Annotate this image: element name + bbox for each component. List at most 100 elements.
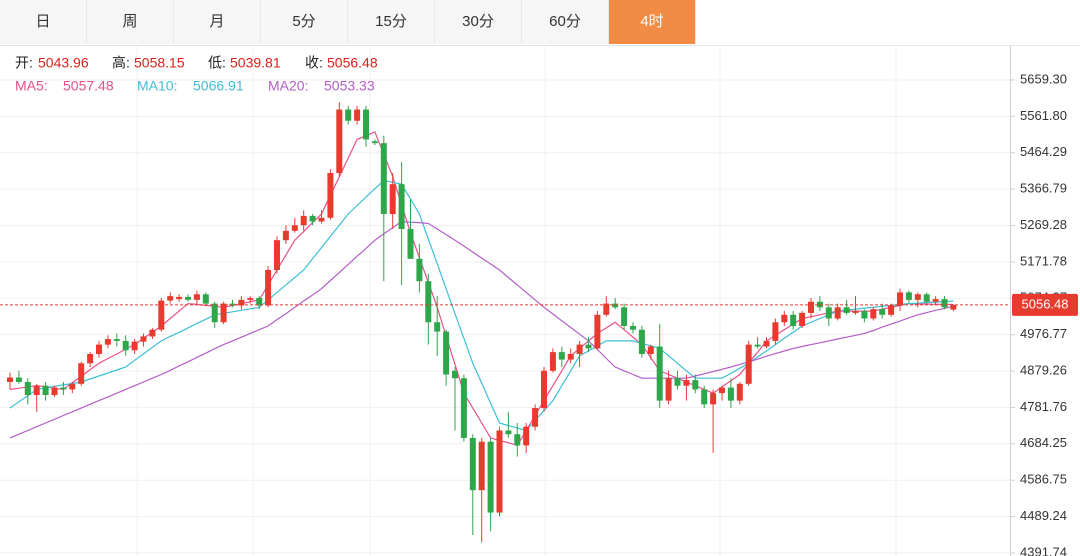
candle-body <box>363 109 369 140</box>
candle-body <box>950 304 957 310</box>
ohlc-value: 5058.15 <box>134 55 185 71</box>
candle-body <box>460 378 467 438</box>
candle-body <box>674 378 681 386</box>
candle-body <box>51 387 58 396</box>
candle-body <box>336 109 343 173</box>
candle-body <box>549 352 556 371</box>
candle-body <box>185 296 191 300</box>
candle-body <box>327 172 334 218</box>
candle-body <box>905 292 912 300</box>
candle-body <box>78 363 85 384</box>
candle-body <box>416 258 423 282</box>
candle-body <box>843 307 850 313</box>
ma-lines <box>9 131 954 447</box>
candle-body <box>202 294 209 304</box>
candle-body <box>612 303 619 308</box>
y-tick-label: 5366.79 <box>1020 181 1067 196</box>
period-tab[interactable]: 5分 <box>261 0 348 44</box>
price-label-box <box>1012 293 1078 316</box>
y-tick-label: 4684.25 <box>1020 435 1067 450</box>
candle-body <box>932 299 939 302</box>
candle-body <box>247 297 254 300</box>
candle-body <box>24 381 31 396</box>
ma-line <box>9 179 954 432</box>
candle-body <box>265 270 272 306</box>
period-tabs: 日周月 5分 15分 30分 60分 4时 <box>0 0 1080 46</box>
candle-body <box>523 426 530 446</box>
y-tick-label: 5561.80 <box>1020 108 1067 123</box>
candle-body <box>514 434 521 446</box>
candle-body <box>478 441 485 491</box>
y-tick-label: 4781.76 <box>1020 399 1067 414</box>
candle-body <box>434 322 441 332</box>
candle-body <box>888 305 895 315</box>
candle-body <box>354 109 361 121</box>
candle-body <box>505 430 512 435</box>
ohlc-name: 开: <box>15 55 33 71</box>
legend-name: MA10: <box>137 78 177 94</box>
candle-body <box>897 292 903 306</box>
y-tick-label: 5659.30 <box>1020 71 1067 86</box>
candle-body <box>220 303 227 323</box>
candle-body <box>113 339 120 341</box>
candle-body <box>256 297 263 306</box>
ohlc-value: 5039.81 <box>230 55 281 71</box>
candle-body <box>727 387 734 401</box>
candle-body <box>149 329 156 337</box>
candle-body <box>736 383 743 401</box>
y-tick-label: 5464.29 <box>1020 144 1067 159</box>
y-tick-label: 4391.74 <box>1020 544 1067 556</box>
candle-body <box>861 311 868 319</box>
ohlc-value: 5056.48 <box>327 55 378 71</box>
candle-body <box>799 312 806 326</box>
candle-body <box>318 217 325 222</box>
candle-body <box>487 441 494 513</box>
y-tick-label: 4489.24 <box>1020 508 1067 523</box>
candle-body <box>719 387 725 394</box>
candle-body <box>291 225 298 231</box>
candle-body <box>167 296 174 301</box>
period-tab[interactable]: 日 <box>0 0 87 44</box>
candles <box>7 102 957 543</box>
period-tab[interactable]: 15分 <box>348 0 435 44</box>
price-label: 5056.48 <box>1022 296 1069 311</box>
candle-body <box>701 389 708 405</box>
candle-body <box>585 344 592 349</box>
candle-body <box>371 141 378 144</box>
candle-body <box>790 314 797 326</box>
period-tab[interactable]: 30分 <box>435 0 522 44</box>
candle-body <box>825 307 832 319</box>
candle-body <box>647 346 654 354</box>
candle-body <box>541 370 547 409</box>
candle-body <box>603 303 610 315</box>
candle-body <box>193 294 200 300</box>
ohlc-name: 高: <box>112 55 130 71</box>
legend-value: 5066.91 <box>193 78 244 94</box>
period-tab[interactable]: 周 <box>87 0 174 44</box>
candle-body <box>69 383 76 390</box>
period-tab[interactable]: 月 <box>174 0 261 44</box>
candle-body <box>763 340 770 347</box>
candle-body <box>656 346 663 401</box>
period-tab[interactable]: 4时 <box>609 0 696 44</box>
candle-body <box>158 300 165 330</box>
candle-body <box>131 341 138 351</box>
candle-body <box>425 281 432 323</box>
candle-body <box>745 344 752 384</box>
ohlc-value: 5043.96 <box>38 55 89 71</box>
period-tab[interactable]: 60分 <box>522 0 609 44</box>
candle-body <box>345 109 352 121</box>
candle-body <box>834 307 841 319</box>
legend-value: 5057.48 <box>63 78 114 94</box>
candle-body <box>532 408 539 427</box>
ohlc-name: 低: <box>208 55 226 71</box>
candle-body <box>176 296 183 300</box>
candle-body <box>15 377 22 382</box>
candle-body <box>683 380 690 386</box>
candle-body <box>772 322 779 341</box>
candle-body <box>274 240 280 271</box>
candle-body <box>282 230 289 241</box>
candle-body <box>879 309 886 315</box>
candle-body <box>567 353 574 360</box>
